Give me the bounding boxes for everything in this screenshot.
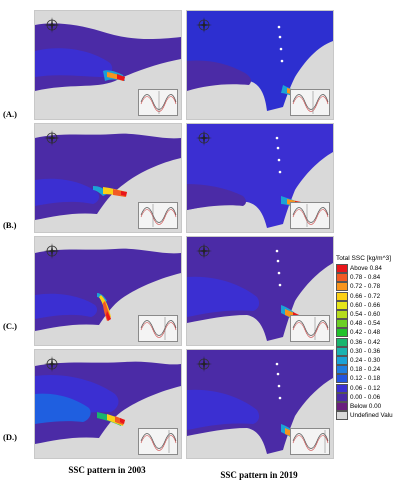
map-panel-2019-a (186, 10, 334, 120)
north-arrow-icon (196, 356, 212, 372)
legend-label: Undefined Valu (350, 412, 393, 420)
map-panel-2019-d (186, 349, 334, 459)
legend-item: 0.36 - 0.42 (336, 337, 402, 347)
legend-label: 0.18 - 0.24 (350, 366, 381, 374)
legend-label: 0.00 - 0.06 (350, 393, 381, 401)
legend-item: 0.42 - 0.48 (336, 328, 402, 338)
map-panel-2003-a (34, 10, 182, 120)
legend-swatch (336, 328, 348, 338)
tide-inset (290, 428, 330, 455)
legend-item: 0.48 - 0.54 (336, 319, 402, 329)
north-arrow-icon (44, 243, 60, 259)
row-label-c: (C.) (3, 321, 17, 331)
legend-label: 0.12 - 0.18 (350, 375, 381, 383)
legend-label: 0.60 - 0.66 (350, 301, 381, 309)
legend-swatch (336, 383, 348, 393)
legend-item: Undefined Valu (336, 411, 402, 421)
legend-item: 0.00 - 0.06 (336, 392, 402, 402)
legend-item: 0.66 - 0.72 (336, 291, 402, 301)
legend-label: 0.24 - 0.30 (350, 356, 381, 364)
row-label-a: (A.) (3, 109, 17, 119)
legend-label: 0.54 - 0.60 (350, 311, 381, 319)
north-arrow-icon (44, 356, 60, 372)
legend-item: 0.18 - 0.24 (336, 365, 402, 375)
legend-item: Above 0.84 (336, 264, 402, 274)
legend-swatch (336, 291, 348, 301)
legend-label: 0.36 - 0.42 (350, 338, 381, 346)
legend-label: Below 0.00 (350, 402, 382, 410)
map-panel-2003-d (34, 349, 182, 459)
legend-swatch (336, 300, 348, 310)
legend-swatch (336, 319, 348, 329)
tide-inset (290, 315, 330, 342)
north-arrow-icon (44, 17, 60, 33)
legend-swatch (336, 337, 348, 347)
legend-swatch (336, 346, 348, 356)
legend-label: Above 0.84 (350, 265, 382, 273)
north-arrow-icon (196, 17, 212, 33)
legend-item: 0.06 - 0.12 (336, 383, 402, 393)
legend-swatch (336, 273, 348, 283)
legend-label: 0.06 - 0.12 (350, 384, 381, 392)
caption-2003: SSC pattern in 2003 (68, 465, 146, 475)
legend-item: 0.54 - 0.60 (336, 310, 402, 320)
tide-inset (138, 315, 178, 342)
legend-swatch (336, 401, 348, 411)
legend-item: 0.30 - 0.36 (336, 346, 402, 356)
legend-items: Above 0.84 0.78 - 0.84 0.72 - 0.78 0.66 - 0… (336, 264, 402, 421)
tide-inset (138, 428, 178, 455)
caption-2019: SSC pattern in 2019 (220, 470, 298, 480)
map-panel-2019-b (186, 123, 334, 233)
legend-label: 0.66 - 0.72 (350, 292, 381, 300)
legend-swatch (336, 264, 348, 274)
tide-inset (138, 89, 178, 116)
legend-label: 0.48 - 0.54 (350, 320, 381, 328)
legend-item: 0.12 - 0.18 (336, 374, 402, 384)
ssc-legend: Total SSC [kg/m^3] Above 0.84 0.78 - 0.84… (336, 255, 402, 421)
legend-swatch (336, 411, 348, 421)
legend-item: 0.24 - 0.30 (336, 355, 402, 365)
legend-item: 0.72 - 0.78 (336, 282, 402, 292)
row-label-d: (D.) (3, 432, 17, 442)
tide-inset (138, 202, 178, 229)
map-panel-2003-c (34, 236, 182, 346)
legend-item: Below 0.00 (336, 401, 402, 411)
row-label-b: (B.) (3, 220, 17, 230)
legend-swatch (336, 392, 348, 402)
legend-label: 0.78 - 0.84 (350, 274, 381, 282)
map-panel-2019-c (186, 236, 334, 346)
legend-swatch (336, 310, 348, 320)
legend-swatch (336, 365, 348, 375)
north-arrow-icon (196, 130, 212, 146)
north-arrow-icon (196, 243, 212, 259)
legend-swatch (336, 374, 348, 384)
legend-swatch (336, 355, 348, 365)
tide-inset (290, 89, 330, 116)
legend-label: 0.30 - 0.36 (350, 347, 381, 355)
map-panel-2003-b (34, 123, 182, 233)
legend-swatch (336, 282, 348, 292)
legend-item: 0.78 - 0.84 (336, 273, 402, 283)
legend-title: Total SSC [kg/m^3] (336, 255, 392, 262)
legend-label: 0.42 - 0.48 (350, 329, 381, 337)
tide-inset (290, 202, 330, 229)
north-arrow-icon (44, 130, 60, 146)
legend-label: 0.72 - 0.78 (350, 283, 381, 291)
legend-item: 0.60 - 0.66 (336, 300, 402, 310)
